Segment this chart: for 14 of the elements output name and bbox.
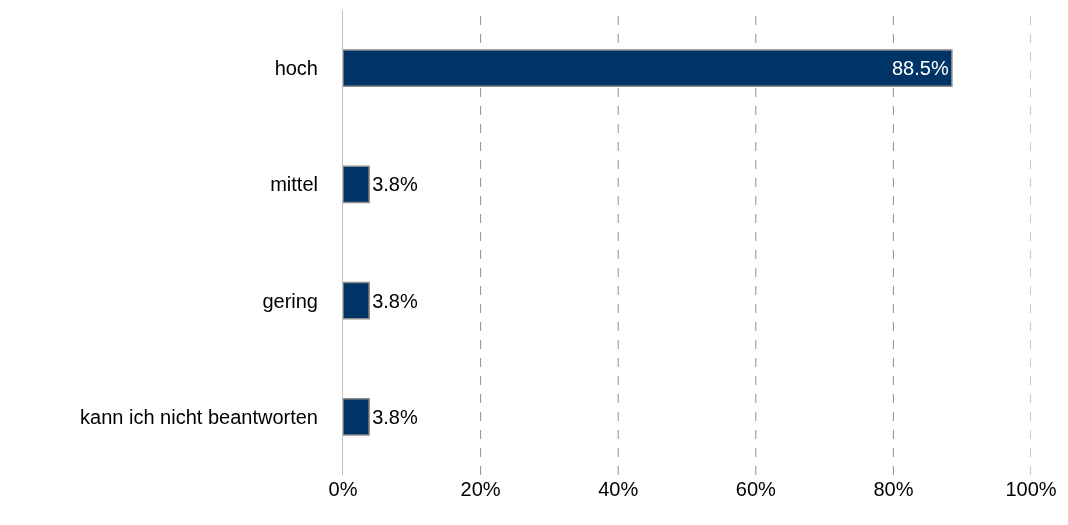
x-tick-label: 60% [735, 478, 777, 500]
x-tick-label: 0% [328, 478, 358, 500]
y-tick-label: kann ich nicht beantworten [80, 405, 318, 428]
data-label: 3.8% [372, 289, 418, 312]
data-label: 3.8% [372, 405, 418, 428]
data-label: 3.8% [372, 173, 418, 196]
x-tick-label: 100% [1005, 478, 1057, 500]
y-tick-label: mittel [270, 173, 318, 196]
x-tick-label: 80% [873, 478, 914, 500]
y-tick-label: gering [262, 289, 318, 312]
y-tick-label: hoch [274, 57, 318, 80]
x-tick-label: 40% [598, 478, 639, 500]
x-tick-label: 20% [460, 478, 501, 500]
data-label: 88.5% [891, 57, 949, 80]
